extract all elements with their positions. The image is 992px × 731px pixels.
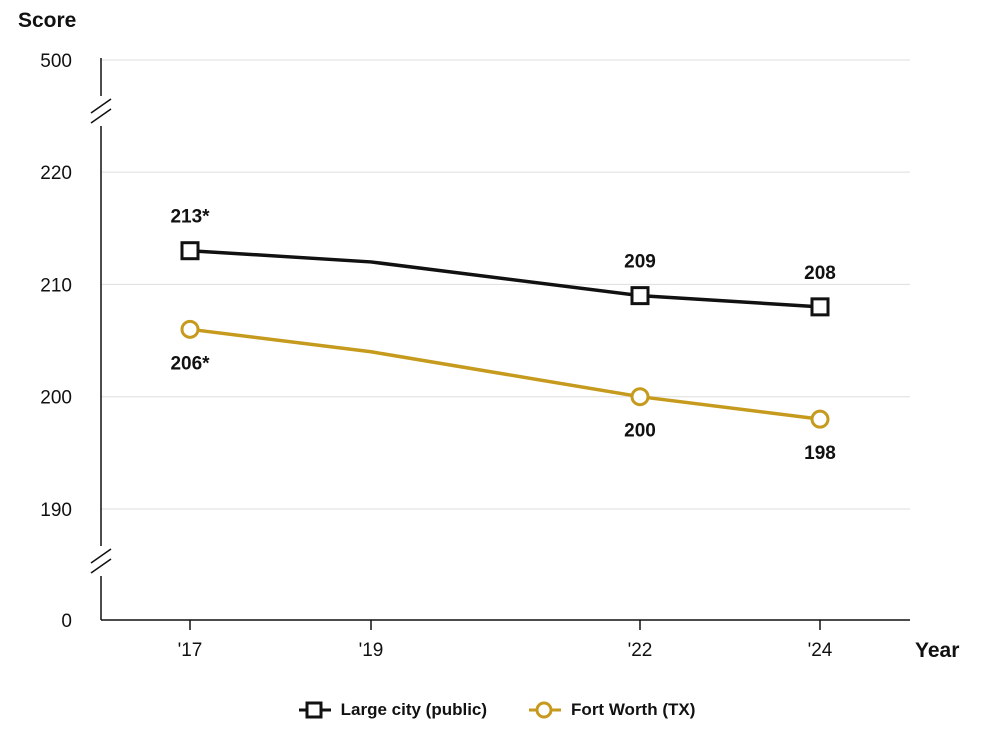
- x-axis-title: Year: [915, 639, 959, 662]
- series-layer: 213* 209 208 206* 200 198: [170, 207, 835, 464]
- x-tick-label-1: '19: [359, 640, 384, 661]
- tick-labels: 0 190 200 210 220 500 '17 '19 '22 '24: [40, 51, 833, 661]
- series-line-0: [189, 248, 821, 309]
- legend-label-fort-worth: Fort Worth (TX): [571, 700, 696, 719]
- axis-break-mark: [90, 548, 112, 564]
- data-point-1-0: [180, 319, 200, 339]
- y-tick-label-220: 220: [40, 163, 72, 184]
- legend-label-large-city: Large city (public): [340, 700, 488, 719]
- axis-break-mark: [90, 108, 112, 124]
- data-label-1-2: 200: [624, 421, 656, 442]
- data-label-0-3: 208: [804, 263, 836, 284]
- y-tick-label-190: 190: [40, 500, 72, 521]
- legend-item-fort-worth: Fort Worth (TX): [527, 700, 695, 720]
- gridlines: [101, 59, 910, 510]
- data-point-0-3: [810, 297, 830, 317]
- y-tick-label-200: 200: [40, 388, 72, 409]
- axis-break-mark: [90, 558, 112, 574]
- y-tick-label-210: 210: [40, 275, 72, 296]
- data-label-0-0: 213*: [170, 207, 210, 228]
- y-axis-title: Score: [18, 9, 76, 32]
- data-label-1-0: 206*: [170, 353, 210, 374]
- x-tick-label-0: '17: [178, 640, 203, 661]
- x-tick-label-3: '24: [808, 640, 833, 661]
- data-point-0-0: [180, 241, 200, 261]
- data-label-0-2: 209: [624, 252, 656, 273]
- data-point-1-3: [810, 409, 830, 429]
- x-tick-label-2: '22: [628, 640, 653, 661]
- axes: [90, 58, 910, 630]
- data-point-0-2: [630, 286, 650, 306]
- legend: Large city (public) Fort Worth (TX): [0, 700, 992, 720]
- data-point-1-2: [630, 387, 650, 407]
- square-marker-icon: [298, 701, 331, 719]
- y-tick-label-500: 500: [40, 51, 72, 72]
- y-tick-label-0: 0: [61, 611, 72, 632]
- data-label-1-3: 198: [804, 443, 836, 464]
- legend-item-large-city: Large city (public): [297, 700, 487, 720]
- circle-marker-icon: [529, 701, 562, 719]
- axis-break-mark: [90, 98, 112, 114]
- series-line-1: [189, 327, 821, 421]
